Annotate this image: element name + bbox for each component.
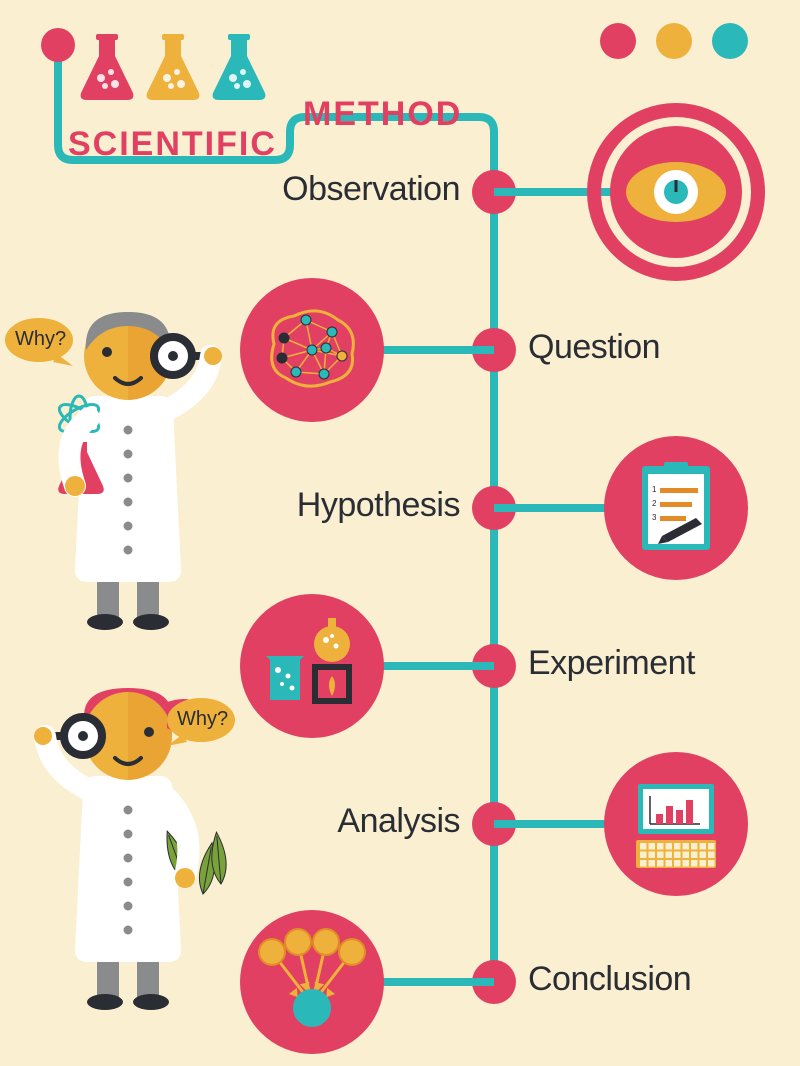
- speech-why-male: Why?: [15, 328, 66, 351]
- speech-why-female: Why?: [177, 708, 228, 731]
- scientist-male: [5, 312, 222, 630]
- eye-icon: [626, 162, 726, 222]
- scientist-female: [34, 688, 235, 1010]
- computer-icon: [636, 784, 716, 868]
- svg-text:1: 1: [652, 485, 657, 494]
- step-label-question: Question: [528, 328, 660, 367]
- step-label-hypothesis: Hypothesis: [297, 486, 460, 525]
- step-label-observation: Observation: [282, 170, 460, 209]
- step-label-experiment: Experiment: [528, 644, 695, 683]
- title-scientific: SCIENTIFIC: [68, 125, 277, 164]
- title-method: METHOD: [303, 95, 462, 134]
- step-label-analysis: Analysis: [337, 802, 460, 841]
- svg-text:3: 3: [652, 513, 657, 522]
- infographic-canvas: 1 2 3 SCIENTIFIC METHOD Observation Questio…: [0, 0, 800, 1066]
- svg-text:2: 2: [652, 499, 657, 508]
- step-label-conclusion: Conclusion: [528, 960, 691, 999]
- clipboard-icon: 1 2 3: [642, 462, 710, 550]
